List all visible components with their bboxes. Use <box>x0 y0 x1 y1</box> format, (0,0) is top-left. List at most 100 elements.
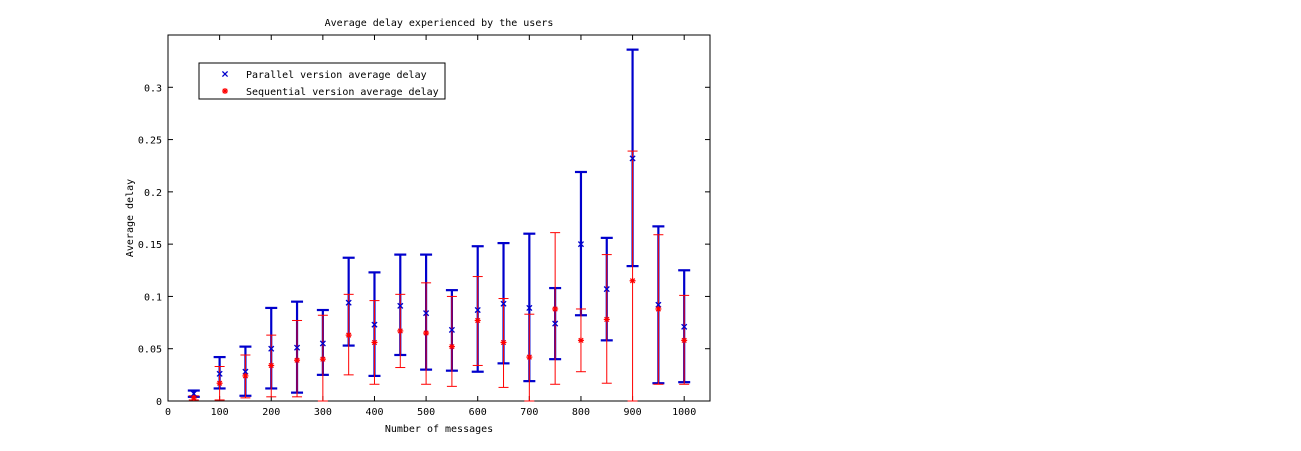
markers-parallel <box>190 155 688 397</box>
data-point <box>345 332 352 339</box>
y-tick-label: 0.25 <box>138 136 162 147</box>
marker-stroke <box>371 321 378 328</box>
marker-stroke <box>423 330 429 336</box>
marker-stroke <box>222 88 228 94</box>
marker-stroke <box>604 316 610 323</box>
data-point <box>577 241 585 248</box>
x-tick-label: 900 <box>624 407 642 418</box>
x-tick-label: 300 <box>314 407 332 418</box>
data-point <box>423 330 430 337</box>
data-point <box>603 316 610 323</box>
data-point <box>448 326 455 333</box>
marker-stroke <box>474 306 481 314</box>
marker-stroke <box>320 356 326 362</box>
data-point <box>371 339 378 346</box>
data-point <box>345 299 352 306</box>
y-tick-label: 0 <box>156 397 162 408</box>
marker-stroke <box>293 344 301 351</box>
marker-stroke <box>221 70 229 78</box>
data-point <box>526 354 533 361</box>
x-tick-label: 200 <box>262 407 280 418</box>
legend-box <box>198 62 446 100</box>
x-tick-label: 1000 <box>672 407 696 418</box>
marker-stroke <box>294 357 300 363</box>
data-point <box>681 337 688 344</box>
series-sequential <box>188 150 690 402</box>
marker-stroke <box>319 340 326 347</box>
y-axis-label: Average delay <box>125 179 136 257</box>
marker-stroke <box>655 306 662 312</box>
legend-label: Sequential version average delay <box>246 87 439 98</box>
data-point <box>423 310 430 317</box>
data-point <box>526 304 533 311</box>
markers-sequential <box>190 277 688 401</box>
data-point <box>242 372 249 379</box>
data-point <box>629 155 636 162</box>
data-point <box>268 362 275 369</box>
data-point <box>500 339 507 346</box>
data-point <box>552 320 559 327</box>
data-point <box>294 357 301 364</box>
marker-stroke <box>475 317 481 324</box>
marker-stroke <box>449 343 455 350</box>
marker-stroke <box>448 326 455 333</box>
marker-stroke <box>423 310 430 317</box>
marker-stroke <box>500 339 507 346</box>
error-bar <box>446 295 457 387</box>
data-point <box>448 343 455 350</box>
series-layer <box>187 48 691 402</box>
legend-entry: Parallel version average delay <box>221 70 427 81</box>
marker-stroke <box>268 362 274 369</box>
marker-stroke <box>552 306 558 312</box>
data-point <box>319 356 326 363</box>
x-tick-label: 100 <box>211 407 229 418</box>
marker-stroke <box>346 332 352 338</box>
marker-stroke <box>603 286 610 293</box>
x-tick-label: 500 <box>417 407 435 418</box>
marker-stroke <box>629 155 636 162</box>
marker-stroke <box>397 302 404 309</box>
data-point <box>293 344 301 351</box>
data-point <box>603 286 610 293</box>
marker-stroke <box>216 370 223 377</box>
data-point <box>371 321 378 328</box>
data-point <box>397 327 404 334</box>
data-point <box>216 380 223 387</box>
marker-stroke <box>397 328 403 334</box>
marker-stroke <box>681 337 687 343</box>
data-point <box>629 277 636 284</box>
marker-stroke <box>268 345 275 352</box>
data-point <box>319 340 326 347</box>
data-point <box>397 302 404 309</box>
legend-label: Parallel version average delay <box>246 70 427 81</box>
data-point <box>268 345 275 352</box>
x-tick-label: 800 <box>572 407 590 418</box>
legend-entry: Sequential version average delay <box>222 87 439 98</box>
legend: Parallel version average delay Sequential… <box>198 62 446 100</box>
marker-stroke <box>552 320 559 327</box>
data-point <box>190 394 197 401</box>
marker-stroke <box>629 278 636 284</box>
data-point <box>474 306 481 314</box>
data-point <box>681 323 688 330</box>
marker-stroke <box>216 380 223 386</box>
data-point <box>474 317 481 324</box>
data-point <box>216 370 223 377</box>
marker-stroke <box>500 300 507 307</box>
marker-stroke <box>191 395 197 401</box>
error-bar <box>627 150 638 402</box>
y-tick-label: 0.3 <box>144 83 162 94</box>
marker-stroke <box>526 354 532 360</box>
y-tick-label: 0.15 <box>138 240 162 251</box>
y-tick-label: 0.1 <box>144 292 162 303</box>
x-axis-label: Number of messages <box>385 424 493 435</box>
marker-stroke <box>242 373 249 379</box>
x-tick-label: 600 <box>469 407 487 418</box>
marker-stroke <box>578 337 584 343</box>
data-point <box>655 305 662 312</box>
legend-marker <box>222 88 228 94</box>
marker-stroke <box>681 323 688 330</box>
y-tick-label: 0.05 <box>138 345 162 356</box>
marker-stroke <box>345 299 352 306</box>
